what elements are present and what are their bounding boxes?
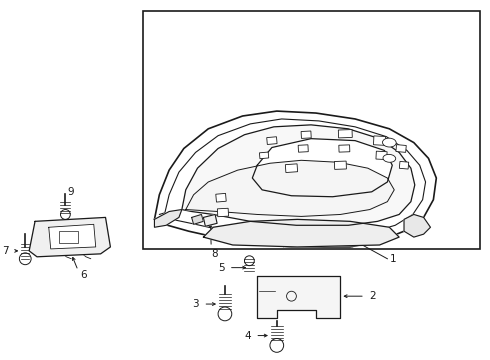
Bar [396, 145, 406, 152]
Polygon shape [404, 215, 430, 237]
Text: 5: 5 [219, 263, 225, 273]
Polygon shape [192, 215, 203, 224]
Bar [339, 145, 350, 152]
Ellipse shape [383, 138, 396, 147]
Bar [267, 137, 277, 144]
Bar [143, 11, 480, 249]
Text: 4: 4 [244, 330, 251, 341]
Polygon shape [154, 210, 182, 227]
Text: 2: 2 [369, 291, 376, 301]
Text: 1: 1 [390, 254, 396, 264]
Polygon shape [182, 125, 415, 225]
Text: 3: 3 [192, 299, 199, 309]
Bar [373, 136, 386, 145]
Text: 9: 9 [67, 187, 74, 197]
Polygon shape [164, 119, 425, 237]
Text: 8: 8 [211, 249, 218, 259]
Polygon shape [154, 111, 436, 247]
Polygon shape [186, 160, 394, 216]
Bar [259, 152, 269, 159]
Polygon shape [203, 215, 217, 226]
Bar [216, 193, 226, 202]
Bar [301, 131, 311, 138]
Polygon shape [252, 139, 392, 197]
Polygon shape [257, 276, 341, 318]
Polygon shape [203, 219, 399, 247]
Ellipse shape [383, 154, 396, 162]
Text: 6: 6 [81, 270, 87, 279]
Bar [376, 151, 387, 159]
Bar [58, 231, 78, 243]
Text: 7: 7 [2, 246, 9, 256]
Bar [334, 161, 346, 169]
Bar [285, 164, 297, 172]
Bar [218, 208, 228, 217]
Bar [298, 145, 308, 152]
Polygon shape [49, 224, 96, 249]
Polygon shape [29, 217, 110, 257]
Bar [338, 130, 352, 138]
Bar [399, 161, 409, 169]
